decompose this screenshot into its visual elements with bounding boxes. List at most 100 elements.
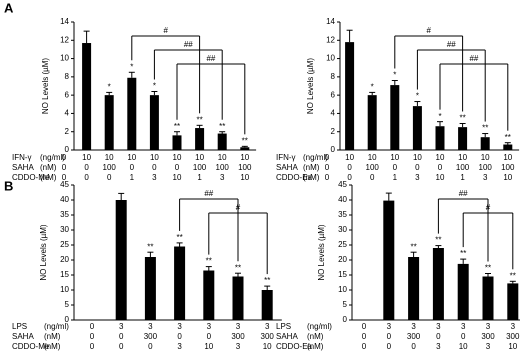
error-bar	[118, 192, 125, 200]
y-tick-label: 25	[60, 240, 69, 249]
error-bar	[485, 273, 491, 277]
condition-value: 3	[148, 322, 153, 331]
error-bar	[391, 80, 398, 86]
condition-value: 300	[407, 332, 421, 341]
condition-value: 3	[461, 322, 466, 331]
condition-unit: (nM)	[307, 332, 324, 341]
condition-value: 300	[144, 332, 158, 341]
condition-value: 10	[150, 153, 159, 162]
condition-value: 10	[195, 153, 204, 162]
condition-value: 3	[119, 322, 124, 331]
condition-value: 10	[503, 153, 512, 162]
condition-name: SAHA	[12, 163, 34, 172]
y-tick-label: 10	[326, 54, 335, 63]
significance-star: **	[459, 114, 465, 123]
error-bar	[346, 29, 353, 43]
error-bar	[241, 145, 248, 148]
y-axis-label: NO Levels (µM)	[317, 224, 326, 281]
y-tick-label: 12	[326, 35, 335, 44]
bracket-label: ##	[469, 54, 478, 63]
error-bar	[196, 124, 203, 129]
significance-star: **	[147, 242, 153, 251]
y-tick-label: 2	[331, 127, 336, 136]
condition-value: 0	[90, 332, 95, 341]
condition-value: 10	[127, 153, 136, 162]
condition-unit: (ng/ml)	[40, 153, 65, 162]
y-tick-label: 4	[331, 109, 336, 118]
y-tick-label: 0	[331, 145, 336, 154]
bracket-label: ##	[459, 189, 468, 198]
significance-star: *	[438, 112, 441, 121]
y-tick-label: 15	[338, 270, 347, 279]
condition-value: 0	[152, 163, 157, 172]
condition-value: 10	[436, 153, 445, 162]
condition-value: 10	[436, 173, 445, 182]
condition-value: 0	[175, 163, 180, 172]
bracket-label: #	[486, 203, 491, 212]
condition-value: 0	[370, 173, 375, 182]
significance-star: **	[482, 124, 488, 133]
significance-star: *	[153, 82, 156, 91]
condition-unit: (ng/ml)	[307, 322, 332, 331]
condition-value: 3	[511, 322, 516, 331]
y-tick-label: 0	[65, 315, 70, 324]
condition-value: 3	[207, 322, 212, 331]
condition-unit: (nM)	[303, 173, 320, 182]
error-bar	[460, 258, 467, 264]
condition-value: 0	[90, 342, 95, 351]
condition-value: 0	[438, 163, 443, 172]
condition-value: 100	[193, 163, 207, 172]
bar	[367, 95, 377, 150]
error-bar	[176, 242, 183, 247]
bar	[408, 257, 420, 320]
condition-value: 300	[506, 332, 520, 341]
condition-value: 0	[90, 322, 95, 331]
error-bar	[435, 245, 442, 248]
significance-star: **	[510, 271, 516, 280]
condition-name: SAHA	[276, 332, 298, 341]
condition-name: CDDO-Ea	[276, 342, 313, 351]
condition-name: SAHA	[12, 332, 34, 341]
y-tick-label: 20	[338, 255, 347, 264]
error-bar	[147, 251, 154, 257]
condition-value: 3	[486, 342, 491, 351]
condition-value: 0	[393, 163, 398, 172]
condition-name: CDDO-Me	[12, 342, 50, 351]
condition-value: 10	[368, 153, 377, 162]
y-tick-label: 25	[338, 240, 347, 249]
condition-value: 0	[387, 332, 392, 341]
bar	[503, 144, 513, 150]
condition-value: 0	[347, 173, 352, 182]
condition-value: 100	[501, 163, 515, 172]
y-tick-label: 45	[60, 180, 69, 189]
condition-value: 0	[107, 173, 112, 182]
condition-value: 0	[325, 153, 330, 162]
significance-star: **	[242, 136, 248, 145]
condition-value: 0	[436, 332, 441, 341]
bar	[232, 276, 244, 320]
condition-value: 300	[261, 332, 275, 341]
bar	[115, 200, 127, 320]
error-bar	[174, 131, 180, 136]
y-tick-label: 15	[60, 270, 69, 279]
error-bar	[369, 91, 376, 96]
condition-value: 10	[105, 153, 114, 162]
condition-value: 100	[479, 163, 493, 172]
condition-value: 3	[236, 322, 241, 331]
condition-unit: (nM)	[303, 163, 320, 172]
condition-name: IFN-γ	[12, 153, 32, 162]
y-tick-label: 10	[338, 285, 347, 294]
bracket-label: ##	[206, 54, 215, 63]
bar	[172, 135, 182, 150]
condition-value: 3	[483, 173, 488, 182]
condition-name: CDDO-Ea	[276, 173, 313, 182]
significance-star: **	[174, 122, 180, 131]
significance-star: *	[371, 83, 374, 92]
condition-name: IFN-γ	[276, 153, 296, 162]
condition-value: 10	[173, 153, 182, 162]
condition-value: 10	[459, 342, 468, 351]
y-tick-label: 35	[338, 210, 347, 219]
significance-star: **	[505, 133, 511, 142]
error-bar	[414, 101, 421, 107]
bar	[345, 42, 355, 150]
